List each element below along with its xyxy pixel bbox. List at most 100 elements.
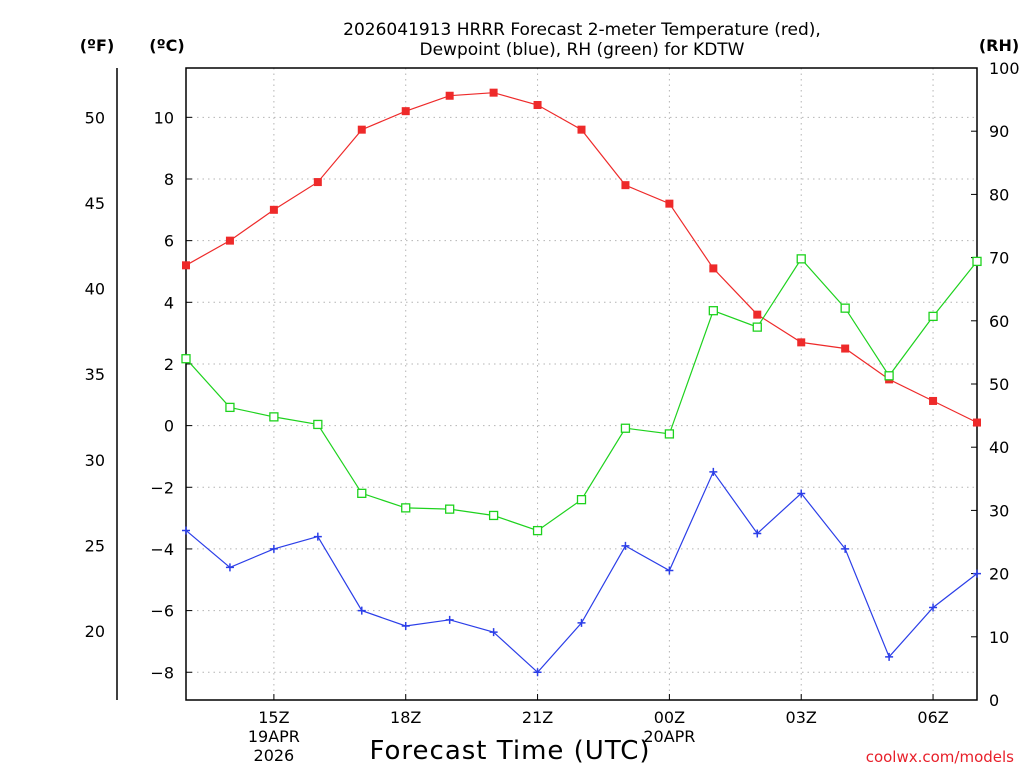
dewpoint-point — [753, 529, 762, 538]
time-tick-label: 00Z — [654, 708, 685, 727]
fahrenheit-tick-label: 50 — [85, 108, 105, 127]
temperature-point — [533, 100, 542, 109]
chart-title-line-2: Dewpoint (blue), RH (green) for KDTW — [419, 40, 744, 60]
rh-point — [620, 423, 631, 433]
dewpoint-point — [973, 569, 981, 578]
rh-tick-label: 100 — [989, 59, 1020, 78]
rh-tick-label: 50 — [989, 375, 1009, 394]
temperature-point — [753, 310, 762, 319]
dewpoint-point — [269, 544, 278, 553]
date-label: 2026 — [254, 746, 295, 765]
temperature-point — [621, 181, 630, 190]
rh-tick-label: 20 — [989, 565, 1009, 584]
rh-tick-label: 90 — [989, 122, 1009, 141]
celsius-unit-label: (ºC) — [149, 36, 184, 55]
dewpoint-point — [357, 606, 366, 615]
rh-point — [664, 429, 675, 439]
temperature-point — [709, 264, 718, 273]
temperature-point — [489, 88, 498, 97]
temperature-point — [973, 418, 981, 427]
time-tick-label: 03Z — [786, 708, 817, 727]
rh-point — [181, 354, 191, 364]
celsius-tick-label: 10 — [154, 108, 174, 127]
rh-tick-label: 70 — [989, 249, 1009, 268]
celsius-tick-label: −6 — [150, 602, 174, 621]
rh-point — [576, 495, 587, 505]
dewpoint-point — [489, 628, 498, 637]
celsius-tick-label: −8 — [150, 663, 174, 682]
time-tick-label: 06Z — [917, 708, 948, 727]
rh-point — [840, 303, 850, 313]
temperature-point — [577, 125, 586, 134]
fahrenheit-tick-label: 30 — [85, 451, 105, 470]
x-axis-title: Forecast Time (UTC) — [369, 736, 650, 766]
dewpoint-point — [841, 544, 850, 553]
temperature-point — [182, 261, 190, 270]
dewpoint-point — [665, 566, 674, 575]
temperature-point — [401, 107, 410, 116]
rh-tick-label: 60 — [989, 312, 1009, 331]
celsius-tick-label: 6 — [164, 232, 174, 251]
rh-point — [225, 402, 235, 413]
fahrenheit-tick-label: 45 — [85, 194, 105, 213]
dewpoint-point — [313, 532, 322, 541]
date-label: 20APR — [643, 727, 695, 746]
date-label: 19APR — [248, 727, 300, 746]
temperature-point — [225, 236, 234, 245]
dewpoint-point — [621, 541, 630, 550]
rh-tick-label: 80 — [989, 185, 1009, 204]
temperature-point — [929, 396, 938, 405]
celsius-tick-label: 4 — [164, 293, 174, 312]
fahrenheit-tick-label: 35 — [85, 365, 105, 384]
rh-tick-label: 10 — [989, 628, 1009, 647]
dewpoint-point — [401, 622, 410, 631]
data-series — [181, 88, 982, 677]
temperature-point — [269, 205, 278, 214]
rh-point — [708, 306, 718, 316]
time-tick-label: 18Z — [390, 708, 421, 727]
dewpoint-point — [182, 526, 190, 535]
rh-point — [313, 419, 323, 430]
rh-tick-label: 30 — [989, 501, 1009, 520]
dewpoint-point — [885, 652, 894, 661]
rh-point — [401, 503, 411, 513]
grid-lines — [186, 68, 977, 700]
source-credit: coolwx.com/models — [866, 748, 1014, 766]
dewpoint-point — [445, 615, 454, 624]
temperature-point — [357, 125, 366, 134]
fahrenheit-unit-label: (ºF) — [80, 36, 115, 55]
rh-point — [796, 254, 806, 264]
rh-point — [928, 311, 938, 322]
rh-point — [357, 488, 367, 498]
temperature-point — [841, 344, 850, 353]
dewpoint-point — [577, 618, 586, 627]
fahrenheit-tick-label: 25 — [85, 537, 105, 556]
rh-unit-label: (RH) — [979, 36, 1019, 55]
temperature-line — [185, 92, 978, 424]
rh-point — [488, 510, 499, 521]
temperature-point — [797, 338, 806, 347]
time-tick-label: 15Z — [258, 708, 289, 727]
celsius-tick-label: 2 — [164, 355, 174, 374]
temperature-point — [445, 91, 454, 100]
rh-point — [884, 371, 894, 381]
celsius-tick-label: 8 — [164, 170, 174, 189]
celsius-tick-label: −2 — [150, 478, 174, 497]
celsius-tick-label: −4 — [150, 540, 174, 559]
dewpoint-point — [225, 563, 234, 572]
dewpoint-point — [797, 489, 806, 498]
rh-point — [752, 322, 762, 332]
rh-line — [185, 257, 978, 532]
dewpoint-point — [709, 467, 718, 476]
rh-tick-label: 0 — [989, 691, 999, 710]
rh-point — [532, 525, 543, 536]
dewpoint-point — [533, 668, 542, 677]
fahrenheit-tick-label: 40 — [85, 280, 105, 299]
celsius-tick-label: 0 — [164, 417, 174, 436]
chart-title-line-1: 2026041913 HRRR Forecast 2-meter Tempera… — [343, 20, 821, 40]
fahrenheit-tick-label: 20 — [85, 622, 105, 641]
plot-frame — [185, 67, 978, 701]
dewpoint-point — [929, 603, 938, 612]
